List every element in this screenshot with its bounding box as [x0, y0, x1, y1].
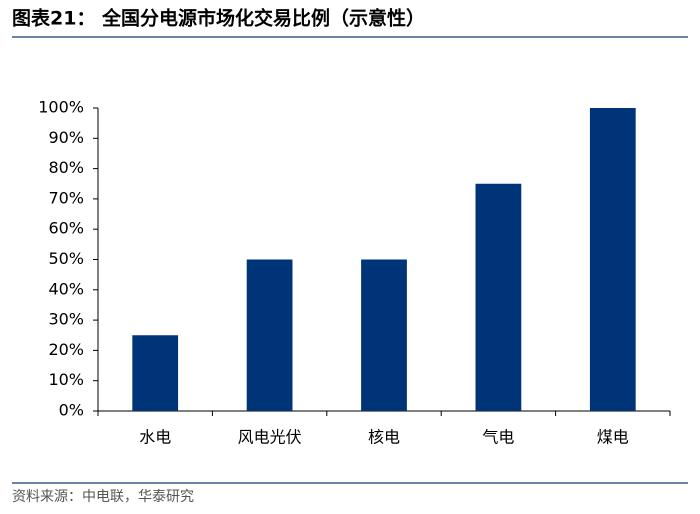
- y-tick-label: 40%: [48, 279, 84, 298]
- chart-title: 图表21： 全国分电源市场化交易比例（示意性）: [12, 7, 425, 30]
- bar: [132, 335, 179, 411]
- y-tick-label: 60%: [48, 219, 84, 238]
- bar: [246, 259, 293, 411]
- x-tick-label: 水电: [139, 428, 171, 447]
- x-tick-label: 风电光伏: [238, 428, 302, 447]
- y-tick-label: 0%: [59, 401, 84, 420]
- bar: [475, 183, 522, 411]
- y-tick-label: 70%: [48, 188, 84, 207]
- bar: [589, 108, 636, 411]
- bar: [361, 259, 407, 411]
- y-tick-label: 10%: [48, 370, 84, 389]
- y-tick-label: 90%: [48, 128, 84, 147]
- y-tick-label: 100%: [38, 98, 84, 117]
- source-note: 资料来源：中电联，华泰研究: [12, 489, 194, 505]
- y-tick-label: 20%: [48, 340, 84, 359]
- x-tick-label: 核电: [368, 428, 400, 447]
- y-tick-label: 30%: [48, 310, 84, 329]
- y-tick-label: 50%: [48, 249, 84, 268]
- x-tick-label: 煤电: [597, 428, 629, 447]
- x-tick-label: 气电: [482, 428, 514, 447]
- y-tick-label: 80%: [48, 158, 84, 177]
